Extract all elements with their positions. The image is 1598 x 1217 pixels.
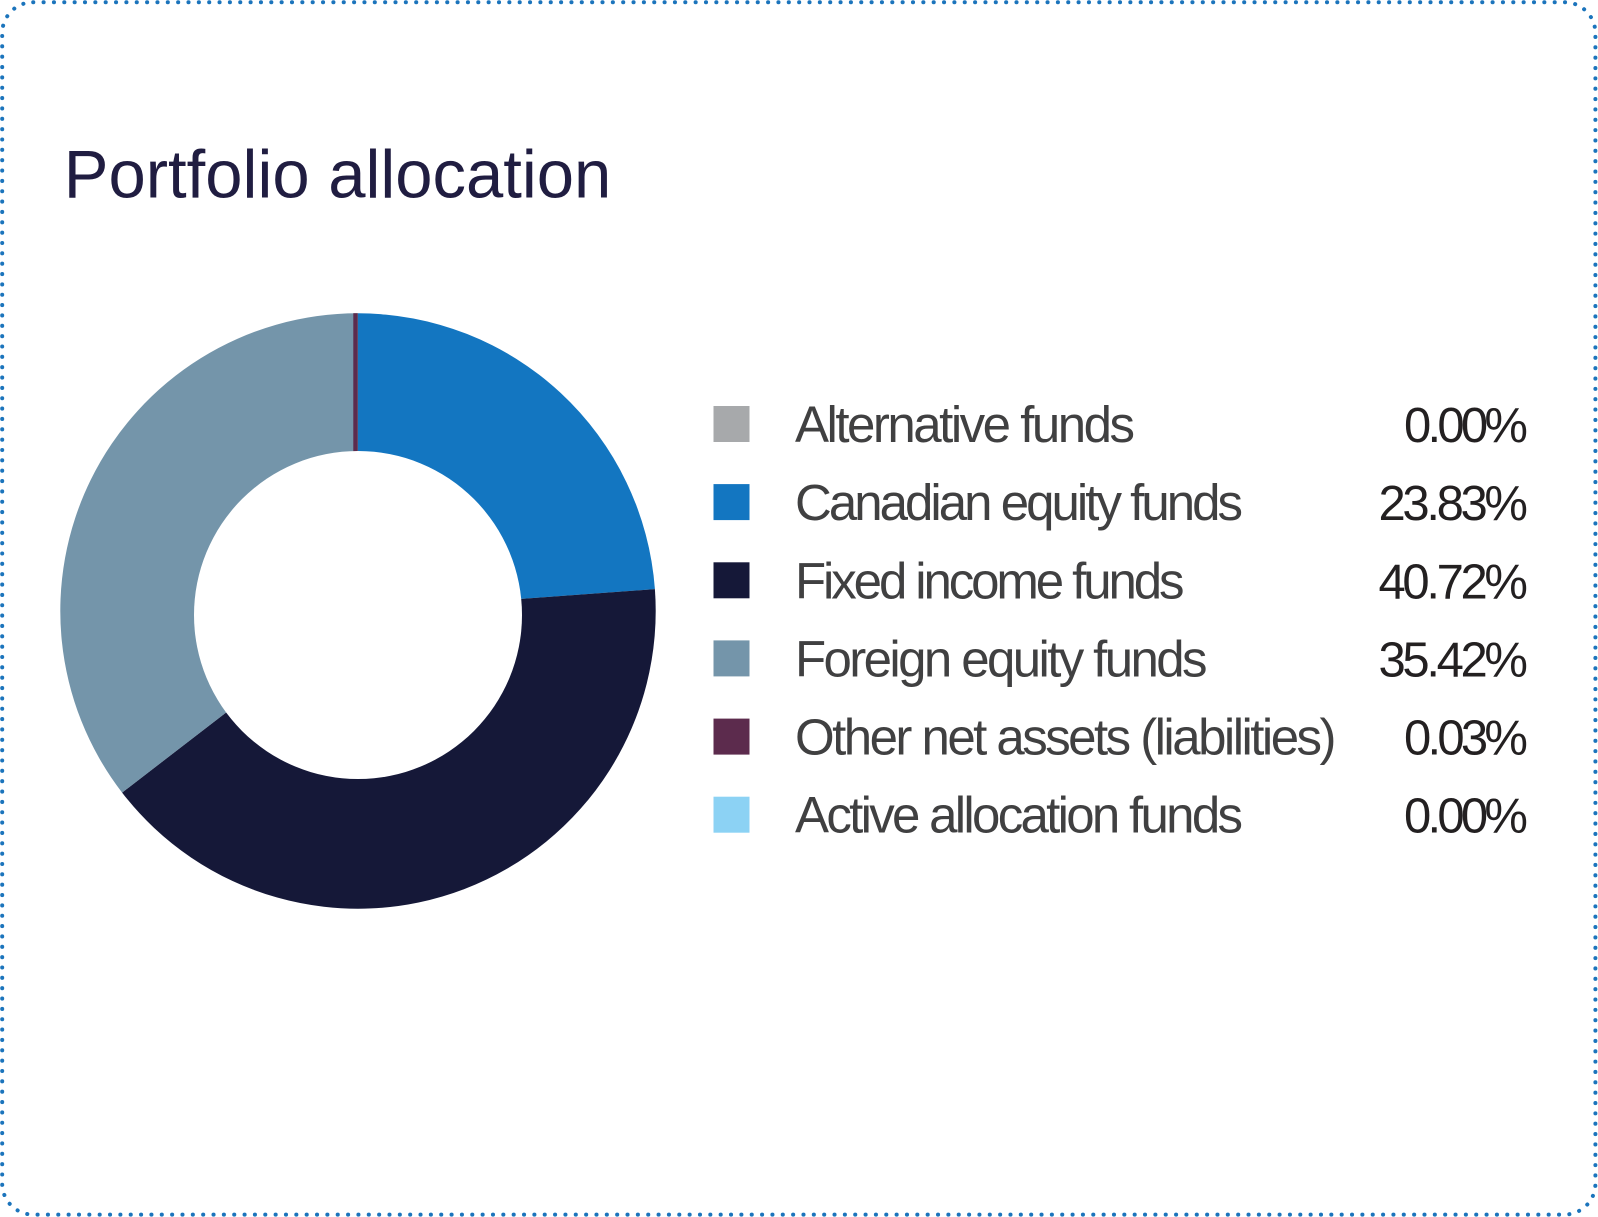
- svg-text:Active allocation funds: Active allocation funds: [795, 787, 1243, 844]
- svg-text:Canadian equity funds: Canadian equity funds: [795, 474, 1243, 531]
- svg-text:Portfolio allocation: Portfolio allocation: [64, 137, 612, 213]
- svg-text:Fixed income funds: Fixed income funds: [795, 552, 1185, 609]
- svg-text:0.00%: 0.00%: [1404, 790, 1528, 844]
- svg-text:23.83%: 23.83%: [1379, 477, 1529, 531]
- svg-text:Alternative funds: Alternative funds: [795, 396, 1135, 453]
- svg-text:Foreign equity funds: Foreign equity funds: [795, 630, 1208, 687]
- svg-text:35.42%: 35.42%: [1379, 633, 1529, 687]
- svg-text:40.72%: 40.72%: [1379, 555, 1529, 609]
- svg-text:0.03%: 0.03%: [1404, 712, 1528, 766]
- svg-text:Other net assets (liabilities): Other net assets (liabilities): [795, 709, 1337, 766]
- svg-text:0.00%: 0.00%: [1404, 399, 1528, 453]
